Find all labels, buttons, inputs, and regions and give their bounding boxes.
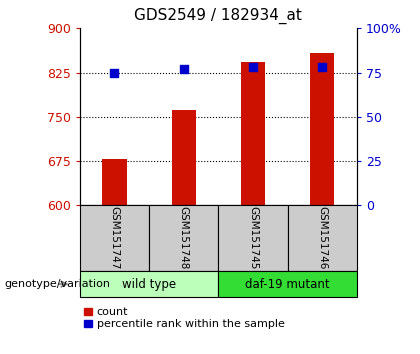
Text: GSM151747: GSM151747 [110, 206, 119, 270]
Text: daf-19 mutant: daf-19 mutant [245, 278, 330, 291]
Point [111, 70, 118, 75]
Bar [310, 53, 334, 205]
Text: GSM151748: GSM151748 [179, 206, 189, 270]
Text: GSM151745: GSM151745 [248, 206, 258, 270]
Text: wild type: wild type [122, 278, 176, 291]
Point [181, 66, 187, 72]
Text: percentile rank within the sample: percentile rank within the sample [97, 319, 284, 329]
Bar [241, 62, 265, 205]
Title: GDS2549 / 182934_at: GDS2549 / 182934_at [134, 8, 302, 24]
Text: count: count [97, 307, 128, 316]
Point [319, 64, 326, 70]
Text: GSM151746: GSM151746 [318, 206, 327, 270]
Bar [102, 159, 126, 205]
Point [249, 64, 256, 70]
Text: genotype/variation: genotype/variation [4, 279, 110, 289]
Bar [172, 110, 196, 205]
